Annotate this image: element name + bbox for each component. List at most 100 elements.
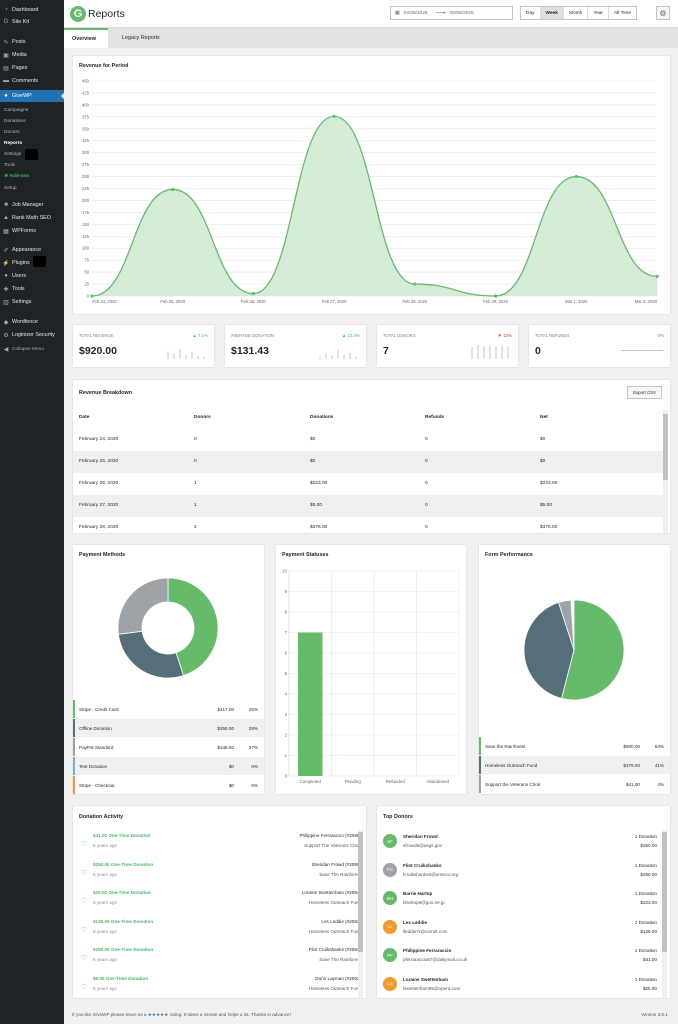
activity-campaign: Homeless Outreach Fund [308,900,361,905]
submenu-tools[interactable]: Tools [4,163,16,168]
activity-item[interactable]: ♡ $250.00 One-Time Donation 5 years ago She… [81,862,361,890]
activity-item[interactable]: ♡ $5.00 One-Time Donation 5 years ago Dunn … [81,976,361,999]
legend-color-bar [73,757,75,775]
payment-method-slice[interactable] [117,577,169,635]
sidebar-item-dashboard[interactable]: ◔ Dashboard [0,4,64,16]
submenu-donors[interactable]: Donors [4,130,20,135]
sidebar-item-comments[interactable]: ▬ Comments [0,75,64,87]
donor-item[interactable]: LL Les Leddie lleddie7r@ozmet.com 1 Donatio… [383,918,657,946]
collapse-menu-button[interactable]: ◀ Collapse Menu [0,343,64,355]
sidebar-item-media[interactable]: ▣ Media [0,49,64,61]
sidebar-item-loginizer[interactable]: ⚙ Loginizer Security [0,329,64,341]
table-cell: February 27, 2020 [79,503,119,508]
sidebar-item-givewp[interactable]: ● GiveWP [0,90,64,102]
period-day[interactable]: Day [521,7,541,19]
activity-donor[interactable]: Loraine Swettenham (#2094) [301,890,361,895]
submenu-add-ons[interactable]: ★ Add-ons [4,174,29,179]
tab-legacy-reports[interactable]: Legacy Reports [122,35,160,41]
activity-item[interactable]: ♡ $250.00 One-Time Donation 5 years ago Fli… [81,947,361,975]
donor-item[interactable]: BH Barrie Hartop bhartop8@goo.ne.jp 1 Donat… [383,889,657,917]
sidebar-item-tools[interactable]: ✚ Tools [0,283,64,295]
donor-name[interactable]: Flint Cruikshanks [403,862,442,868]
activity-amount-link[interactable]: $5.00 One-Time Donation [93,975,149,981]
date-range-picker[interactable]: ▦ 04/28/2025 ⟶ 05/05/2025 [390,6,513,20]
payment-statuses-card: Payment Statuses 0 1 2 3 4 5 6 7 8 9 10 Completed Pe… [276,545,466,794]
sidebar-item-wpforms[interactable]: ▦ WPForms [0,225,64,237]
period-year[interactable]: Year [588,7,610,19]
activity-donor[interactable]: Dunn Layman (#2092) [315,975,361,981]
rating-stars-link[interactable]: ★★★★★ [147,1012,169,1017]
sidebar-item-users[interactable]: ● Users [0,270,64,282]
plug-icon: ⚡ [2,260,10,267]
date-start: 04/28/2025 [403,10,428,16]
form-slice[interactable] [523,601,575,699]
submenu-reports[interactable]: Reports [4,141,23,146]
sidebar-item-posts[interactable]: ✎ Posts [0,36,64,48]
payment-methods-donut [117,577,219,679]
revenue-point[interactable] [251,292,256,296]
period-week[interactable]: Week [540,7,564,19]
sidebar-item-wordfence[interactable]: ◆ Wordfence [0,316,64,328]
table-scrollbar[interactable] [663,410,668,533]
revenue-point[interactable] [655,274,659,279]
period-month[interactable]: Month [563,7,589,19]
activity-item[interactable]: ♡ $41.00 One-Time Donation 5 years ago Phil… [81,833,361,861]
sidebar-item-settings[interactable]: ▥ Settings [0,296,64,308]
submenu-donations[interactable]: Donations [4,119,26,124]
period-all-time[interactable]: All Time [609,7,637,19]
revenue-point[interactable] [90,294,94,298]
sidebar-item-site-kit[interactable]: G Site Kit [0,16,64,28]
activity-item[interactable]: ♡ $126.00 One-Time Donation 5 years ago Les… [81,919,361,947]
activity-amount-link[interactable]: $250.00 One-Time Donation [93,861,154,867]
donor-item[interactable]: LS Loraine Swettenham lswettenham85@opera.… [383,975,657,999]
donor-name[interactable]: Barrie Hartop [403,891,433,896]
revenue-point[interactable] [413,282,417,286]
donor-item[interactable]: FC Flint Cruikshanks fcruikshanks0@unesco.… [383,861,657,889]
submenu-setup[interactable]: Setup [4,186,17,191]
activity-scrollbar[interactable] [358,830,363,998]
collapse-icon: ◀ [3,346,9,353]
x-tick-label: Completed [300,779,322,784]
heart-icon: ♡ [81,983,88,991]
donor-name[interactable]: Philippine Ferraraccio [403,948,452,953]
revenue-point[interactable] [493,294,498,298]
legend-label: PayPal Standard [79,744,114,750]
revenue-point[interactable] [171,187,175,192]
settings-gear-button[interactable]: ⚙ [656,6,670,20]
sidebar-item-rank-math[interactable]: ▲ Rank Math SEO [0,212,64,224]
form-slice[interactable] [561,599,625,701]
donor-item[interactable]: SF Sheridan Frowd sfrowd8@usgs.gov 1 Donati… [383,832,657,860]
form-slice[interactable] [558,599,575,651]
donor-name[interactable]: Loraine Swettenham [403,976,448,982]
donors-scrollbar[interactable] [662,830,667,998]
donor-name[interactable]: Les Leddie [403,919,427,925]
y-tick-label: 325 [82,138,90,143]
donor-item[interactable]: PF Philippine Ferraraccio pferraraccio87@d… [383,946,657,974]
activity-donor[interactable]: Flint Cruikshanks (#2093) [308,947,361,952]
submenu-campaigns[interactable]: Campaigns [4,108,29,113]
activity-donor[interactable]: Philippine Ferraraccio (#2096) [299,833,361,838]
activity-donor[interactable]: Les Leddie (#2082) [321,918,361,924]
page-title: Reports [88,8,125,20]
export-csv-button[interactable]: Export CSV [627,386,662,399]
sidebar-item-pages[interactable]: ▤ Pages [0,62,64,74]
payment-method-slice[interactable] [167,577,219,677]
activity-amount-link[interactable]: $25.00 One-Time Donation [93,890,151,895]
revenue-point[interactable] [574,174,578,179]
sidebar-item-job-manager[interactable]: ■ Job Manager [0,199,64,211]
activity-item[interactable]: ♡ $25.00 One-Time Donation 5 years ago Lora… [81,890,361,918]
payment-method-slice[interactable] [117,630,184,679]
donor-name[interactable]: Sheridan Frowd [403,834,438,839]
activity-amount-link[interactable]: $126.00 One-Time Donation [93,918,154,924]
activity-amount-link[interactable]: $41.00 One-Time Donation [93,833,151,838]
activity-donor[interactable]: Sheridan Frowd (#2095) [311,861,361,867]
revenue-point[interactable] [332,114,336,118]
activity-campaign: Homeless Outreach Fund [308,985,361,991]
tab-overview[interactable]: Overview [64,28,108,48]
activity-amount-link[interactable]: $250.00 One-Time Donation [93,947,154,952]
sidebar-item-appearance[interactable]: ✐ Appearance [0,244,64,256]
submenu-settings[interactable]: Settings [4,152,22,157]
sidebar-item-plugins[interactable]: ⚡ Plugins [0,257,64,269]
status-bar[interactable] [298,632,323,777]
stat-total-revenue: TOTAL REVENUE ▲ 7.1% $920.00 [73,325,214,367]
